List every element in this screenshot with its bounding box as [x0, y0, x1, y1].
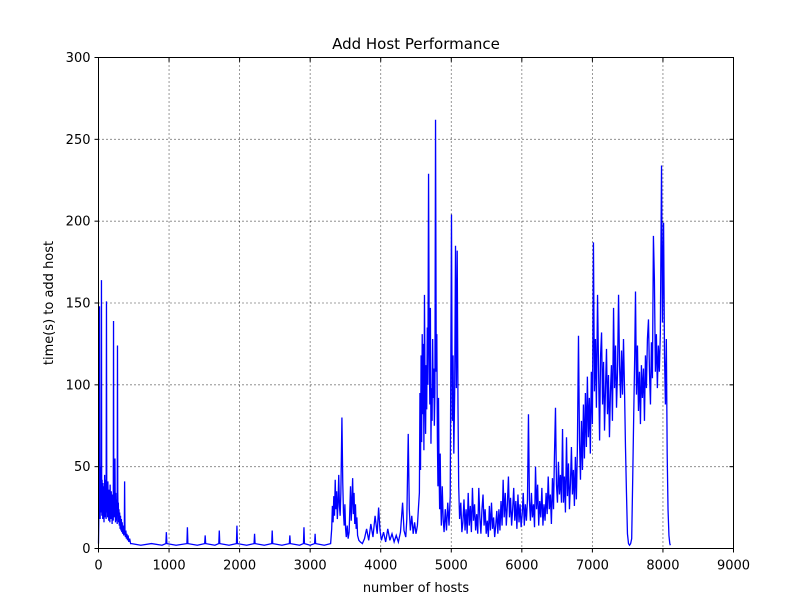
x-tick-labels: 0 1000 2000 3000 4000 5000 6000 7000 8000 9000	[94, 559, 750, 574]
x-tick-label: 7000	[576, 559, 609, 574]
axis-ticks	[94, 57, 734, 553]
y-tick-label: 150	[66, 297, 91, 312]
y-tick-label: 100	[66, 378, 91, 393]
y-tick-label: 0	[82, 542, 90, 557]
x-tick-label: 2000	[223, 559, 256, 574]
x-tick-label: 4000	[364, 559, 397, 574]
series-path	[97, 119, 671, 547]
chart-title: Add Host Performance	[332, 35, 500, 53]
x-tick-label: 9000	[717, 559, 750, 574]
grid-lines	[98, 57, 734, 549]
x-axis-label: number of hosts	[363, 581, 470, 596]
x-tick-label: 3000	[294, 559, 327, 574]
plot-border	[98, 57, 734, 549]
x-tick-label: 1000	[153, 559, 186, 574]
y-tick-labels: 0 50 100 150 200 250 300	[66, 51, 91, 557]
y-tick-label: 200	[66, 215, 91, 230]
y-tick-label: 300	[66, 51, 91, 66]
data-series-line	[97, 119, 671, 547]
y-tick-label: 50	[74, 460, 91, 475]
y-tick-label: 250	[66, 133, 91, 148]
x-tick-label: 6000	[505, 559, 538, 574]
x-tick-label: 5000	[435, 559, 468, 574]
x-tick-label: 0	[94, 559, 102, 574]
x-tick-label: 8000	[646, 559, 679, 574]
y-axis-label: time(s) to add host	[42, 241, 57, 365]
